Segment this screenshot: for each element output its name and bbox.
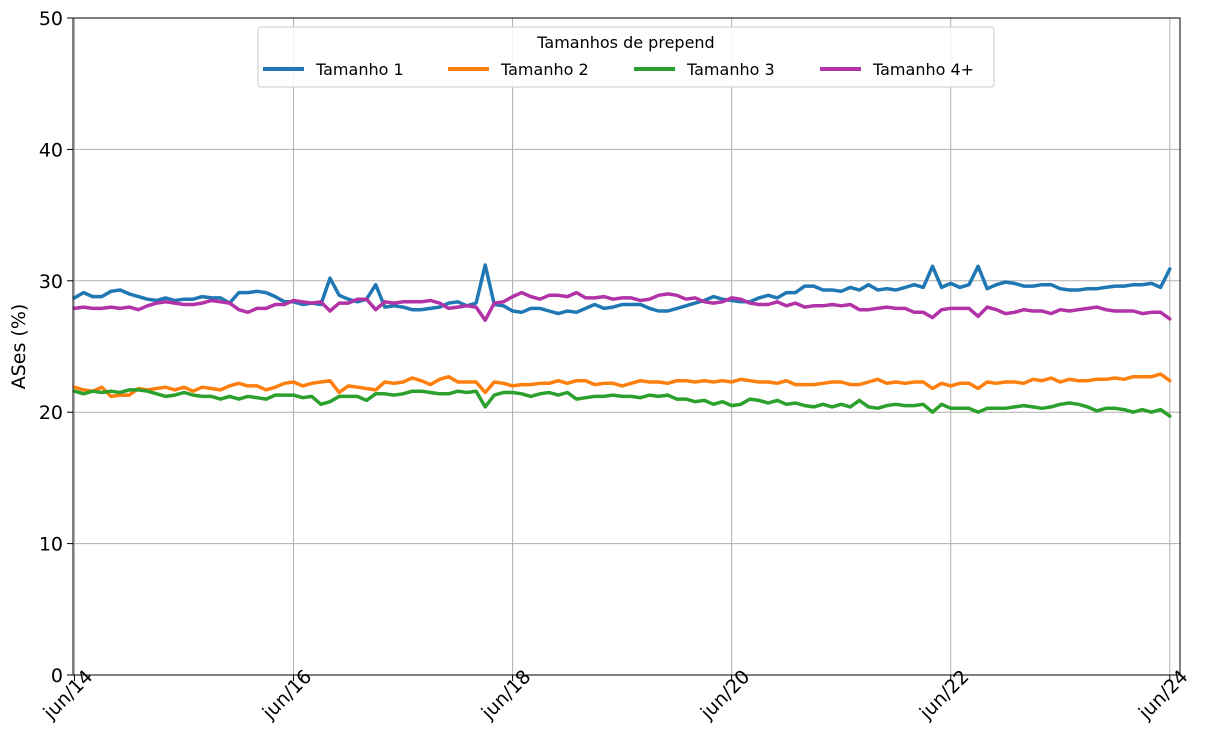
y-tick-label: 40 <box>39 139 63 161</box>
x-gridlines <box>73 18 1171 675</box>
series-line-tamanho-1 <box>72 263 1172 316</box>
legend: Tamanhos de prepend Tamanho 1 Tamanho 2 Ta… <box>257 26 995 88</box>
series-line-tamanho-2 <box>72 372 1172 399</box>
y-axis-ticks: 0 10 20 30 40 50 <box>39 8 73 687</box>
series-line-tamanho-3 <box>72 388 1172 418</box>
legend-label-tamanho-1: Tamanho 1 <box>315 60 404 79</box>
series-line-tamanho-4-plus <box>72 290 1172 322</box>
plot-frame <box>72 17 1181 676</box>
y-gridlines <box>73 148 1180 545</box>
legend-label-tamanho-2: Tamanho 2 <box>500 60 589 79</box>
y-tick-label: 10 <box>39 534 63 556</box>
legend-title: Tamanhos de prepend <box>536 33 714 52</box>
legend-box <box>257 26 995 88</box>
y-tick-label: 0 <box>51 665 63 687</box>
y-tick-label: 30 <box>39 271 63 293</box>
legend-label-tamanho-3: Tamanho 3 <box>686 60 775 79</box>
series-lines <box>72 263 1172 418</box>
y-tick-label: 50 <box>39 8 63 30</box>
y-axis-title: ASes (%) <box>8 304 30 390</box>
legend-label-tamanho-4-plus: Tamanho 4+ <box>872 60 974 79</box>
y-tick-label: 20 <box>39 402 63 424</box>
